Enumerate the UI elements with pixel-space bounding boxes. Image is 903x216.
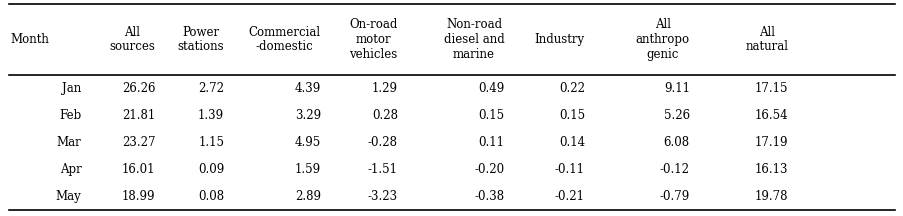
Text: Mar: Mar [57,136,81,149]
Text: 2.72: 2.72 [198,82,224,95]
Text: 0.09: 0.09 [198,163,224,176]
Text: -0.20: -0.20 [474,163,504,176]
Text: 26.26: 26.26 [122,82,155,95]
Text: 1.39: 1.39 [198,109,224,122]
Text: Power
stations: Power stations [177,25,224,54]
Text: -0.21: -0.21 [554,190,584,203]
Text: Commercial
-domestic: Commercial -domestic [248,25,321,54]
Text: 0.08: 0.08 [198,190,224,203]
Text: 16.13: 16.13 [754,163,787,176]
Text: 23.27: 23.27 [122,136,155,149]
Text: 0.22: 0.22 [558,82,584,95]
Text: -1.51: -1.51 [368,163,397,176]
Text: -0.11: -0.11 [554,163,584,176]
Text: 3.29: 3.29 [294,109,321,122]
Text: 16.01: 16.01 [122,163,155,176]
Text: -3.23: -3.23 [368,190,397,203]
Text: All
natural: All natural [744,25,787,54]
Text: 1.15: 1.15 [198,136,224,149]
Text: All
anthropо
genic: All anthropо genic [635,18,689,61]
Text: 17.19: 17.19 [754,136,787,149]
Text: 9.11: 9.11 [663,82,689,95]
Text: -0.28: -0.28 [368,136,397,149]
Text: Feb: Feb [59,109,81,122]
Text: On-road
motor
vehicles: On-road motor vehicles [349,18,397,61]
Text: 1.59: 1.59 [294,163,321,176]
Text: 0.49: 0.49 [478,82,504,95]
Text: Month: Month [11,33,50,46]
Text: -0.79: -0.79 [659,190,689,203]
Text: Jan: Jan [62,82,81,95]
Text: -0.12: -0.12 [659,163,689,176]
Text: 17.15: 17.15 [754,82,787,95]
Text: 6.08: 6.08 [663,136,689,149]
Text: 0.15: 0.15 [478,109,504,122]
Text: 16.54: 16.54 [754,109,787,122]
Text: 2.89: 2.89 [294,190,321,203]
Text: 4.39: 4.39 [294,82,321,95]
Text: 0.15: 0.15 [558,109,584,122]
Text: 21.81: 21.81 [122,109,155,122]
Text: 4.95: 4.95 [294,136,321,149]
Text: 5.26: 5.26 [663,109,689,122]
Text: May: May [56,190,81,203]
Text: 0.14: 0.14 [558,136,584,149]
Text: 18.99: 18.99 [122,190,155,203]
Text: -0.38: -0.38 [474,190,504,203]
Text: Non-road
diesel and
marine: Non-road diesel and marine [443,18,504,61]
Text: 1.29: 1.29 [371,82,397,95]
Text: Industry: Industry [535,33,584,46]
Text: All
sources: All sources [109,25,155,54]
Text: 19.78: 19.78 [754,190,787,203]
Text: 0.11: 0.11 [478,136,504,149]
Text: Apr: Apr [60,163,81,176]
Text: 0.28: 0.28 [371,109,397,122]
